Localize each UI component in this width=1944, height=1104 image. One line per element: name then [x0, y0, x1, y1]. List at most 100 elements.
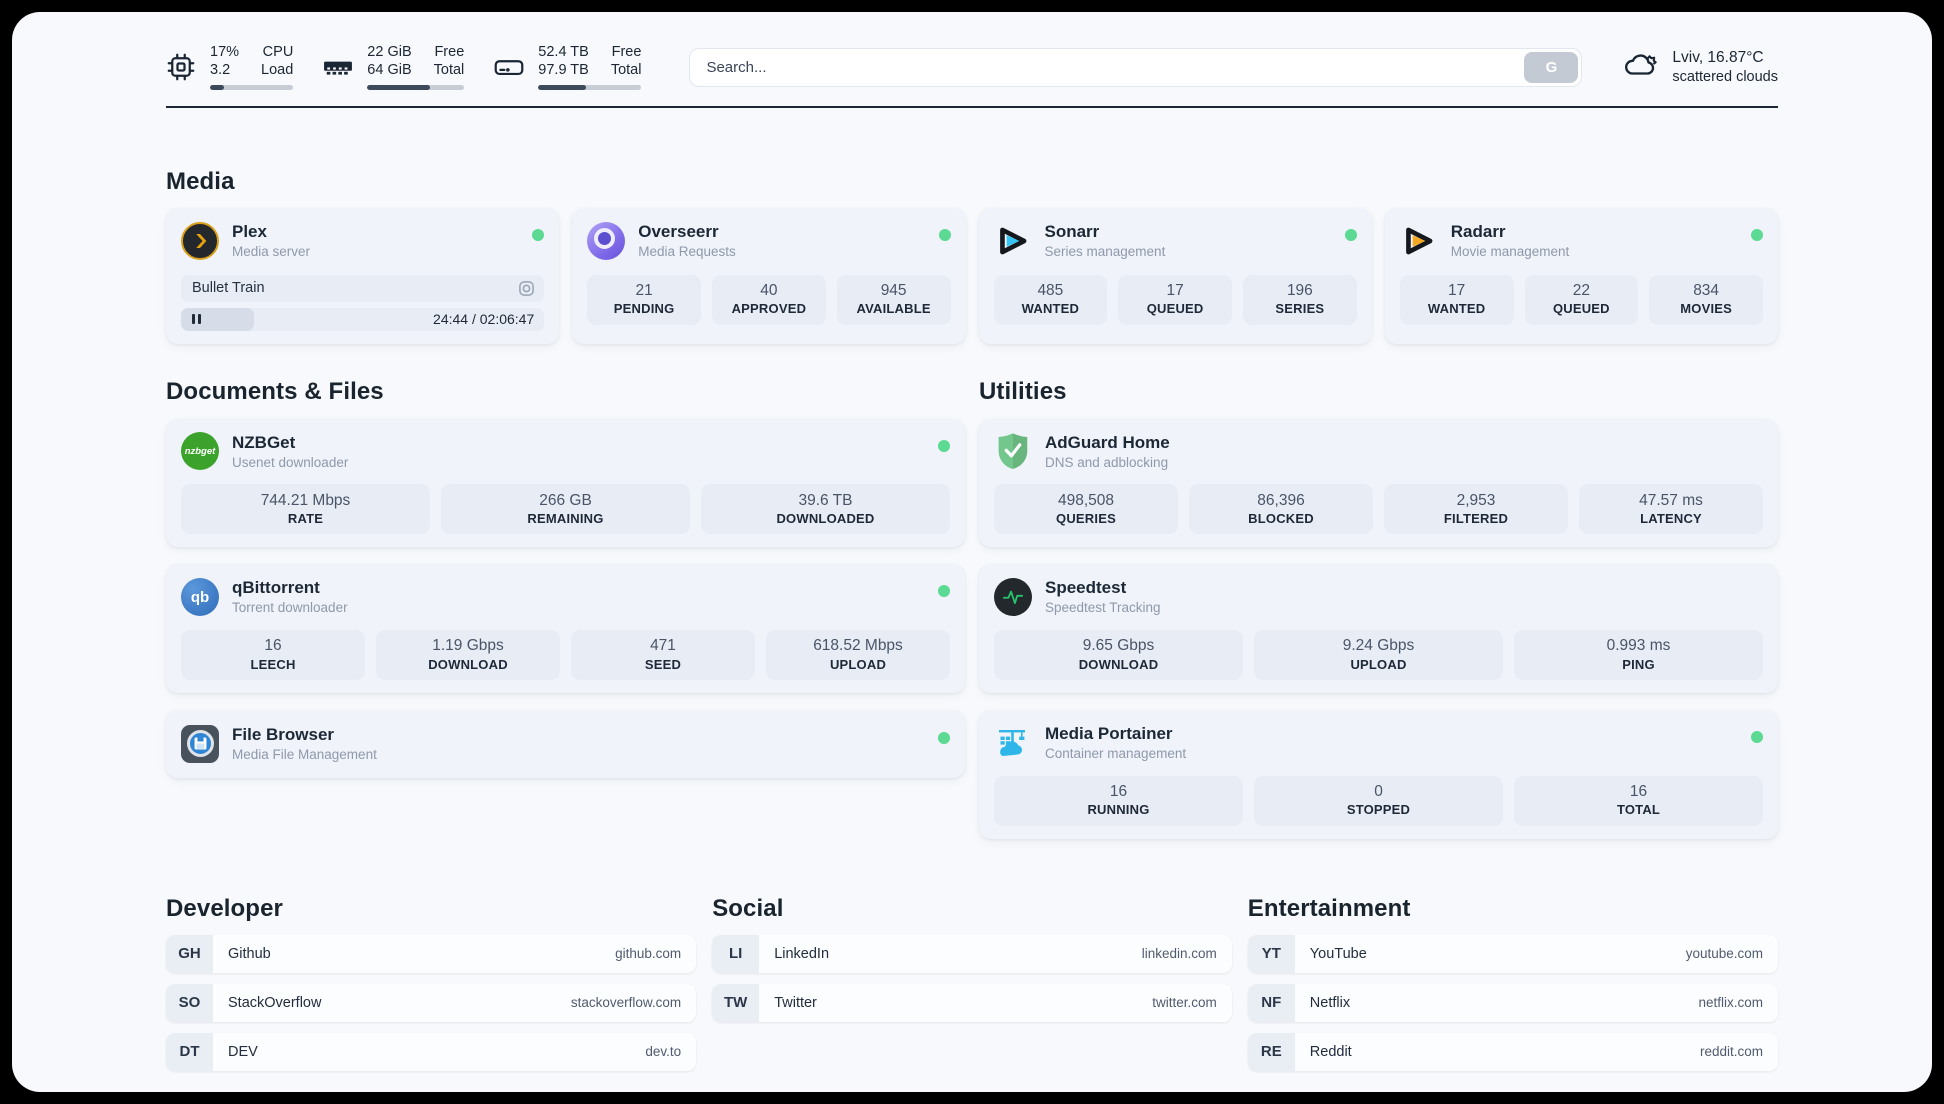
memory-labels: Free Total [433, 44, 465, 78]
pause-icon [192, 314, 201, 325]
app-title: Speedtest [1045, 578, 1127, 598]
link-dev[interactable]: DT DEV dev.to [166, 1032, 697, 1071]
google-search-button[interactable]: G [1524, 51, 1579, 83]
app-card-overseerr[interactable]: Overseerr Media Requests 21 PENDING 40 APP… [572, 208, 966, 344]
app-title: Radarr [1450, 222, 1506, 241]
weather-location-temp: Lviv, 16.87°C [1672, 48, 1764, 66]
playback-progress: 24:44 / 02:06:47 [181, 307, 545, 331]
app-title: AdGuard Home [1045, 432, 1170, 452]
stat-upload: 618.52 Mbps UPLOAD [766, 629, 950, 680]
search-input[interactable] [689, 47, 1583, 87]
stat-running: 16 RUNNING [994, 775, 1243, 826]
stat-upload: 9.24 Gbps UPLOAD [1254, 629, 1503, 680]
disk-stat-widget: 52.4 TB 97.9 TB Free Total [494, 44, 642, 90]
app-card-nzbget[interactable]: nzbget NZBGet Usenet downloader 744.21 M… [166, 418, 965, 548]
link-stackoverflow[interactable]: SO StackOverflow stackoverflow.com [166, 983, 697, 1022]
app-title: Plex [232, 222, 267, 241]
status-dot [938, 229, 951, 241]
media-section: Plex Media server Bullet Train [166, 208, 1778, 344]
stat-seed: 471 SEED [571, 629, 755, 680]
utilities-section: Utilities AdGuard Home [979, 378, 1778, 839]
status-dot [938, 585, 950, 598]
app-card-portainer[interactable]: Media Portainer Container management 16 R… [979, 709, 1778, 839]
link-badge: DT [166, 1032, 213, 1071]
app-card-plex[interactable]: Plex Media server Bullet Train [166, 208, 560, 344]
app-title: Sonarr [1044, 222, 1100, 241]
documents-section: Documents & Files nzbget NZBGet Usenet d… [166, 378, 965, 839]
app-title: File Browser [232, 724, 335, 744]
status-dot [1751, 730, 1763, 743]
radarr-icon [1400, 222, 1438, 260]
filebrowser-icon [181, 724, 219, 763]
playback-time: 24:44 / 02:06:47 [433, 311, 535, 328]
app-card-radarr[interactable]: Radarr Movie management 17 WANTED 22 QUEUE… [1384, 208, 1778, 344]
now-playing-title: Bullet Train [192, 280, 265, 297]
status-dot [1751, 229, 1763, 241]
app-card-adguard[interactable]: AdGuard Home DNS and adblocking 498,508 Q… [979, 418, 1778, 548]
section-title-developer: Developer [166, 894, 283, 922]
search-bar: G [689, 47, 1583, 87]
disk-progress-bar [538, 84, 642, 90]
app-title: Media Portainer [1045, 723, 1173, 743]
stat-total: 16 TOTAL [1514, 775, 1763, 826]
stat-leech: 16 LEECH [181, 629, 365, 680]
app-card-speedtest[interactable]: Speedtest Speedtest Tracking 9.65 Gbps DO… [979, 564, 1778, 693]
app-subtitle: Media server [232, 244, 311, 260]
link-github[interactable]: GH Github github.com [166, 934, 697, 973]
link-youtube[interactable]: YT YouTube youtube.com [1247, 934, 1778, 973]
header-divider [166, 106, 1778, 108]
app-card-filebrowser[interactable]: File Browser Media File Management [166, 709, 965, 778]
stat-download: 1.19 Gbps DOWNLOAD [376, 629, 560, 680]
app-card-sonarr[interactable]: Sonarr Series management 485 WANTED 17 QUE… [978, 208, 1372, 344]
status-dot [1344, 229, 1357, 241]
weather-condition: scattered clouds [1672, 68, 1778, 85]
app-subtitle: Series management [1044, 244, 1166, 260]
adguard-icon [994, 432, 1032, 470]
qbittorrent-icon: qb [181, 578, 219, 617]
target-icon [518, 280, 535, 297]
stat-wanted: 485 WANTED [993, 274, 1108, 325]
app-subtitle: Media Requests [638, 244, 736, 260]
section-title-documents: Documents & Files [166, 377, 384, 405]
stat-download: 9.65 Gbps DOWNLOAD [994, 629, 1243, 680]
app-title: Overseerr [638, 222, 719, 241]
memory-values: 22 GiB 64 GiB [367, 44, 412, 78]
stat-approved: 40 APPROVED [712, 274, 826, 325]
app-subtitle: Torrent downloader [232, 600, 348, 616]
dashboard-panel: 17% 3.2 CPU Load [12, 12, 1932, 1092]
overseerr-icon [587, 221, 626, 260]
app-subtitle: Container management [1045, 746, 1187, 762]
link-netflix[interactable]: NF Netflix netflix.com [1247, 983, 1778, 1022]
stat-rate: 744.21 Mbps RATE [181, 484, 430, 535]
disk-icon [494, 56, 524, 78]
memory-icon [323, 56, 353, 78]
stat-series: 196 SERIES [1243, 274, 1357, 325]
cpu-labels: CPU Load [261, 44, 294, 78]
section-title-media: Media [166, 168, 235, 195]
cpu-stat-widget: 17% 3.2 CPU Load [166, 44, 294, 90]
link-badge: LI [712, 934, 760, 973]
app-subtitle: Movie management [1450, 244, 1570, 260]
section-title-utilities: Utilities [979, 377, 1067, 405]
link-twitter[interactable]: TW Twitter twitter.com [712, 983, 1232, 1022]
link-linkedin[interactable]: LI LinkedIn linkedin.com [712, 934, 1232, 973]
link-badge: SO [166, 983, 213, 1022]
now-playing-row: Bullet Train [181, 274, 545, 302]
app-subtitle: Speedtest Tracking [1045, 600, 1161, 616]
nzbget-icon: nzbget [181, 432, 219, 471]
stat-available: 945 AVAILABLE [836, 274, 951, 325]
cpu-progress-bar [210, 84, 294, 90]
link-reddit[interactable]: RE Reddit reddit.com [1247, 1032, 1778, 1071]
link-badge: RE [1247, 1032, 1295, 1071]
app-subtitle: Media File Management [232, 747, 377, 763]
weather-widget: Lviv, 16.87°C scattered clouds [1622, 48, 1778, 87]
stat-queries: 498,508 QUERIES [994, 484, 1178, 535]
top-bar: 17% 3.2 CPU Load [166, 12, 1778, 92]
plex-icon [181, 221, 219, 260]
bookmarks-social: Social LI LinkedIn linkedin.com TW Twitt… [712, 895, 1232, 1071]
stat-wanted: 17 WANTED [1399, 274, 1514, 325]
stat-pending: 21 PENDING [587, 274, 701, 325]
app-card-qbittorrent[interactable]: qb qBittorrent Torrent downloader 16 LEEC… [166, 564, 965, 693]
stat-queued: 22 QUEUED [1524, 274, 1639, 325]
stat-blocked: 86,396 BLOCKED [1189, 484, 1373, 535]
